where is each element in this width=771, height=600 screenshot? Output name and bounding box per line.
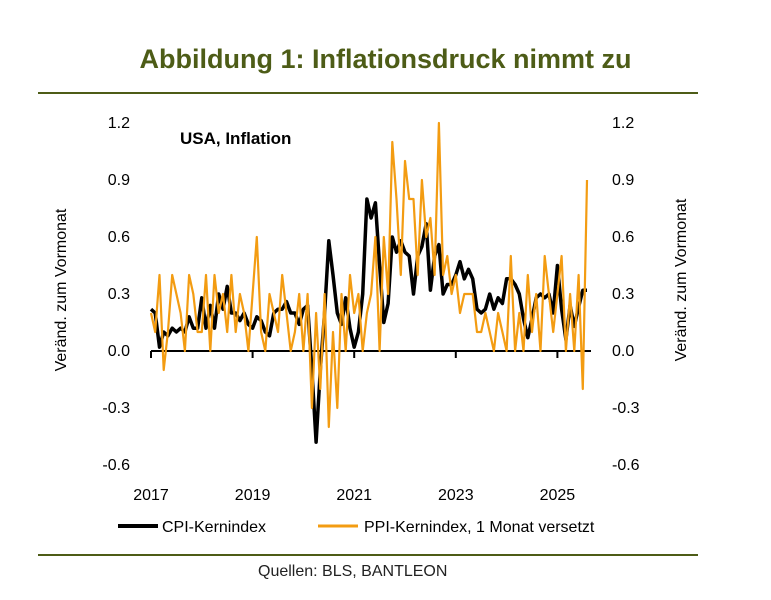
inflation-chart: USA, Inflation 1.2 0.9 0.6 0.3 0.0 -0.3 -0.6 1… (53, 115, 690, 536)
footer-rule (38, 554, 698, 556)
y-axis-left-ticks: 1.2 0.9 0.6 0.3 0.0 -0.3 -0.6 (102, 115, 130, 474)
y-tick-left: 1.2 (108, 115, 130, 132)
y-axis-right-ticks: 1.2 0.9 0.6 0.3 0.0 -0.3 -0.6 (612, 115, 640, 474)
chart-title: USA, Inflation (180, 129, 291, 148)
y-tick-right: 0.0 (612, 343, 634, 360)
y-tick-left: 0.9 (108, 172, 130, 189)
y-tick-right: -0.6 (612, 457, 640, 474)
x-tick-label: 2023 (438, 487, 474, 504)
ppi-line (149, 121, 589, 429)
x-tick-label: 2021 (336, 487, 372, 504)
y-tick-left: 0.0 (108, 343, 130, 360)
x-tick-label: 2019 (235, 487, 271, 504)
y-tick-left: 0.3 (108, 286, 130, 303)
cpi-line (149, 197, 587, 444)
y-tick-right: 0.3 (612, 286, 634, 303)
legend-cpi-label: CPI-Kernindex (162, 519, 266, 536)
figure-title: Abbildung 1: Inflationsdruck nimmt zu (139, 44, 632, 74)
legend-ppi-label: PPI-Kernindex, 1 Monat versetzt (364, 519, 595, 536)
title-rule (38, 92, 698, 94)
y-tick-left: -0.3 (102, 400, 130, 417)
y-tick-left: -0.6 (102, 457, 130, 474)
y-tick-left: 0.6 (108, 229, 130, 246)
y-tick-right: 0.9 (612, 172, 634, 189)
y-tick-right: -0.3 (612, 400, 640, 417)
x-axis-ticks: 2017 2019 2021 2023 2025 (133, 351, 575, 504)
y-tick-right: 0.6 (612, 229, 634, 246)
y-axis-left-label: Veränd. zum Vormonat (53, 208, 70, 371)
source-note: Quellen: BLS, BANTLEON (258, 563, 448, 580)
y-axis-right-label: Veränd. zum Vormonat (673, 198, 690, 361)
x-tick-label: 2017 (133, 487, 169, 504)
y-tick-right: 1.2 (612, 115, 634, 132)
x-tick-label: 2025 (540, 487, 576, 504)
